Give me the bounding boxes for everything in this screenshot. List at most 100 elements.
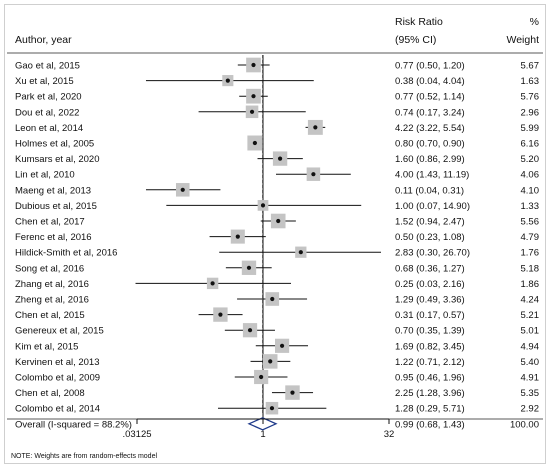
study-ci-text: 2.25 (1.28, 3.96) [395,388,465,399]
study-point-estimate [246,265,252,270]
study-row: Kervinen et al, 2013 1.22 (0.71, 2.12) 5.4… [15,354,540,369]
overall-weight-text: 100.00 [510,419,539,430]
footnote: NOTE: Weights are from random-effects mo… [11,453,157,460]
forest-plot-frame: Author, year Risk Ratio (95% CI) % Weigh… [4,4,546,464]
study-weight-text: 5.40 [521,357,540,368]
overall-row: Overall (I-squared = 88.2%) 0.99 (0.68, 1… [15,417,539,431]
study-ci-text: 0.77 (0.50, 1.20) [395,61,465,72]
study-label: Hildick-Smith et al, 2016 [15,248,117,259]
study-weight-text: 5.01 [521,326,540,337]
study-point-estimate [270,296,275,302]
study-weight-text: 5.21 [521,310,540,321]
study-point-estimate [251,62,256,68]
study-point-estimate [247,328,253,333]
study-label: Song et al, 2016 [15,263,84,274]
study-label: Xu et al, 2015 [15,76,74,87]
study-point-estimate [269,406,275,411]
study-row: Leon et al, 2014 4.22 (3.22, 5.54) 5.99 [15,119,540,135]
study-point-estimate [210,281,215,286]
study-label: Kumsars et al, 2020 [15,154,100,165]
study-row: Colombo et al, 2014 1.28 (0.29, 5.71) 2.92 [15,401,540,415]
study-point-estimate [251,94,256,99]
study-weight-text: 1.63 [521,76,540,87]
header-weight-line2: Weight [507,34,540,46]
study-point-estimate [252,140,257,146]
header-study: Author, year [15,34,72,46]
study-point-estimate [225,78,230,83]
study-weight-text: 4.10 [521,185,540,196]
study-point-estimate [313,125,318,130]
study-row: Chen et al, 2015 0.31 (0.17, 0.57) 5.21 [15,307,540,322]
study-ci-text: 1.00 (0.07, 14.90) [395,201,470,212]
study-ci-text: 1.52 (0.94, 2.47) [395,217,465,228]
study-point-estimate [249,109,255,114]
study-point-estimate [311,172,316,177]
header-weight-line1: % [530,16,539,28]
study-ci-text: 1.60 (0.86, 2.99) [395,154,465,165]
study-ci-text: 0.25 (0.03, 2.16) [395,279,465,290]
x-tick-label: 32 [384,429,395,440]
study-row: Holmes et al, 2005 0.80 (0.70, 0.90) 6.16 [15,135,539,151]
study-row: Chen et al, 2008 2.25 (1.28, 3.96) 5.35 [15,385,540,400]
study-weight-text: 1.33 [521,201,540,212]
study-row: Zheng et al, 2016 1.29 (0.49, 3.36) 4.24 [15,292,539,306]
study-point-estimate [298,250,303,255]
study-row: Zhang et al, 2016 0.25 (0.03, 2.16) 1.86 [15,277,539,290]
study-row: Gao et al, 2015 0.77 (0.50, 1.20) 5.67 [15,57,539,73]
study-row: Xu et al, 2015 0.38 (0.04, 4.04) 1.63 [15,75,539,87]
header-rr-line1: Risk Ratio [395,16,443,28]
study-row: Colombo et al, 2009 0.95 (0.46, 1.96) 4.91 [15,369,539,385]
study-label: Zheng et al, 2016 [15,295,89,306]
study-point-estimate [290,390,295,395]
study-weight-text: 2.92 [521,404,540,415]
study-weight-text: 1.76 [521,248,540,259]
study-point-estimate [277,156,283,161]
study-row: Chen et al, 2017 1.52 (0.94, 2.47) 5.56 [15,213,539,229]
study-ci-text: 1.69 (0.82, 3.45) [395,341,465,352]
x-tick-label: .03125 [122,429,151,440]
study-weight-text: 4.24 [521,295,540,306]
study-point-estimate [180,187,185,192]
study-weight-text: 5.35 [521,388,540,399]
study-label: Gao et al, 2015 [15,61,80,72]
study-weight-text: 4.06 [521,170,540,181]
study-label: Kim et al, 2015 [15,341,78,352]
study-row: Kim et al, 2015 1.69 (0.82, 3.45) 4.94 [15,338,539,353]
study-ci-text: 4.00 (1.43, 11.19) [395,170,469,181]
study-ci-text: 1.29 (0.49, 3.36) [395,295,465,306]
study-row: Park et al, 2020 0.77 (0.52, 1.14) 5.76 [15,88,540,104]
study-weight-text: 2.96 [521,107,540,118]
study-label: Colombo et al, 2014 [15,404,100,415]
study-ci-text: 0.11 (0.04, 0.31) [395,185,464,196]
study-weight-text: 5.76 [521,92,540,103]
study-row: Dou et al, 2022 0.74 (0.17, 3.24) 2.96 [15,105,540,118]
study-weight-text: 5.20 [521,154,540,165]
overall-diamond [247,417,278,431]
study-ci-text: 0.80 (0.70, 0.90) [395,139,465,150]
study-weight-text: 5.99 [521,123,540,134]
study-ci-text: 0.70 (0.35, 1.39) [395,326,465,337]
overall-label: Overall (I-squared = 88.2%) [15,419,132,430]
study-row: Maeng et al, 2013 0.11 (0.04, 0.31) 4.10 [15,183,539,197]
study-point-estimate [276,218,281,224]
study-row: Hildick-Smith et al, 2016 2.83 (0.30, 26.… [15,246,540,259]
study-ci-text: 0.77 (0.52, 1.14) [395,92,465,103]
study-ci-text: 0.38 (0.04, 4.04) [395,76,465,87]
study-ci-text: 1.28 (0.29, 5.71) [395,404,465,415]
study-label: Dubious et al, 2015 [15,201,97,212]
study-ci-text: 0.74 (0.17, 3.24) [395,107,465,118]
study-point-estimate [279,343,285,348]
study-label: Chen et al, 2008 [15,388,85,399]
study-row: Lin et al, 2010 4.00 (1.43, 11.19) 4.06 [15,167,540,181]
study-weight-text: 4.79 [521,232,540,243]
study-point-estimate [259,374,264,380]
study-ci-text: 4.22 (3.22, 5.54) [395,123,465,134]
study-label: Dou et al, 2022 [15,107,79,118]
forest-plot: Author, year Risk Ratio (95% CI) % Weigh… [7,16,543,460]
study-label: Colombo et al, 2009 [15,373,100,384]
study-label: Zhang et al, 2016 [15,279,89,290]
x-tick-label: 1 [260,429,265,440]
study-row: Song et al, 2016 0.68 (0.36, 1.27) 5.18 [15,260,539,275]
study-label: Kervinen et al, 2013 [15,357,100,368]
study-label: Genereux et al, 2015 [15,326,104,337]
